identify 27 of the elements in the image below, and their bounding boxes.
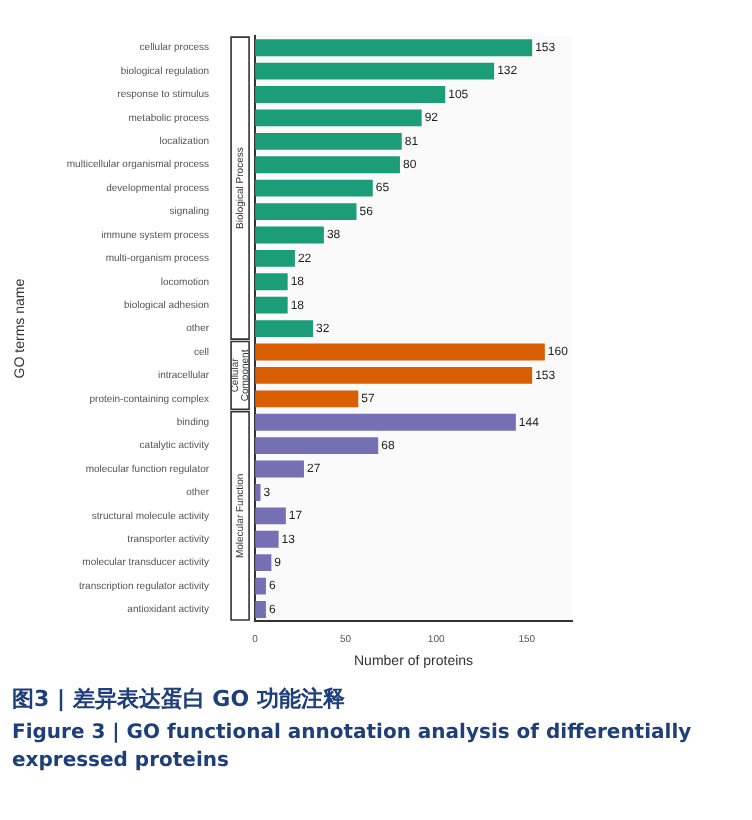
text: 图3 | 差异表达蛋白 GO 功能注释 [12,684,347,714]
bar [255,577,266,595]
bar [255,203,357,220]
bar [255,366,533,384]
bar [255,343,545,361]
bar [255,413,516,431]
bar [255,601,266,618]
bar [255,109,422,127]
bar [255,226,324,244]
bar [255,296,288,314]
bar [255,530,279,548]
bar [255,62,495,80]
bar [255,86,446,103]
bar [255,554,272,572]
bar [255,249,295,267]
bar [255,156,400,174]
bar [255,132,402,150]
bar [255,484,261,501]
bar [255,39,533,57]
bar [255,507,286,525]
bar [255,273,288,291]
bar [255,460,304,478]
text: Figure 3 | GO functional annotation analysis of differentially expressed proteins [12,720,694,776]
bar [255,179,373,197]
bar [255,320,314,338]
bar [255,437,379,455]
bar [255,390,359,408]
